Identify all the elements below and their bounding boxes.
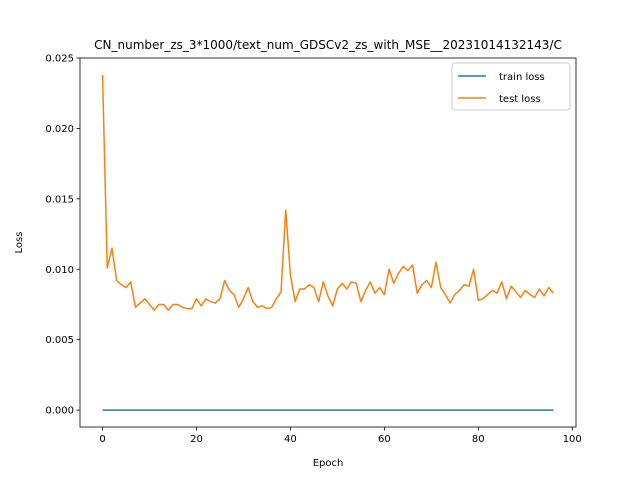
plot-area	[79, 57, 577, 428]
x-tick-label: 20	[190, 434, 203, 445]
legend-label: test loss	[499, 94, 541, 105]
x-tick-label: 0	[99, 434, 105, 445]
y-tick-label: 0.010	[45, 265, 74, 276]
y-axis-ticks: 0.000 0.005 0.010 0.015 0.020 0.025	[45, 54, 80, 417]
y-tick-label: 0.020	[45, 124, 74, 135]
series-line-test-loss	[101, 74, 555, 311]
x-tick-label: 40	[284, 434, 297, 445]
x-tick-label: 60	[378, 434, 391, 445]
y-tick-label: 0.000	[45, 406, 74, 417]
y-tick-label: 0.015	[45, 194, 74, 205]
legend-label: train loss	[499, 72, 545, 83]
x-tick-label: 80	[472, 434, 485, 445]
x-tick-label: 100	[563, 434, 582, 445]
x-axis-ticks: 0 20 40 60 80 100	[99, 427, 582, 445]
y-tick-label: 0.005	[45, 335, 74, 346]
y-axis-label: Loss	[14, 232, 25, 254]
x-axis-label: Epoch	[313, 458, 344, 469]
plot-frame	[79, 57, 577, 428]
legend: train loss test loss	[451, 62, 571, 111]
chart-title: CN_number_zs_3*1000/text_num_GDSCv2_zs_w…	[94, 38, 562, 52]
y-tick-label: 0.025	[45, 54, 74, 65]
